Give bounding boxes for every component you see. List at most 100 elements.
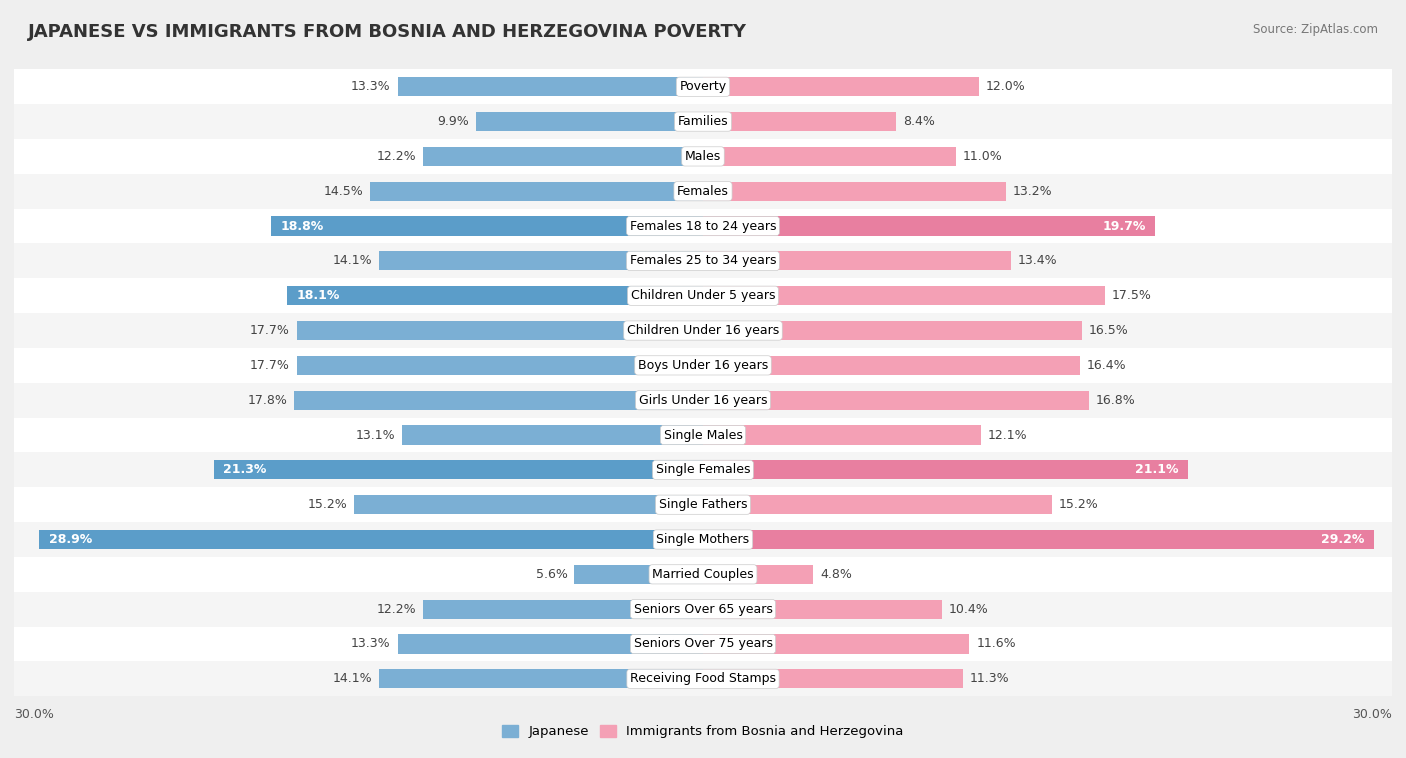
Bar [14,104,1392,139]
Bar [297,321,703,340]
Text: 14.5%: 14.5% [323,185,363,198]
Text: 14.1%: 14.1% [333,255,373,268]
Text: Children Under 5 years: Children Under 5 years [631,290,775,302]
Bar [703,530,1374,549]
Text: Children Under 16 years: Children Under 16 years [627,324,779,337]
Bar [703,495,1052,514]
Bar [297,356,703,375]
Text: Seniors Over 65 years: Seniors Over 65 years [634,603,772,615]
Text: 17.8%: 17.8% [247,393,287,407]
Bar [14,243,1392,278]
Text: 17.7%: 17.7% [250,359,290,372]
Text: Single Mothers: Single Mothers [657,533,749,546]
Bar [287,286,703,305]
Bar [703,77,979,96]
Bar [14,208,1392,243]
Text: 16.5%: 16.5% [1088,324,1129,337]
Bar [703,147,956,166]
Text: 12.0%: 12.0% [986,80,1025,93]
Text: 21.3%: 21.3% [224,463,266,476]
Text: 15.2%: 15.2% [1059,498,1098,511]
Bar [354,495,703,514]
Text: JAPANESE VS IMMIGRANTS FROM BOSNIA AND HERZEGOVINA POVERTY: JAPANESE VS IMMIGRANTS FROM BOSNIA AND H… [28,23,747,41]
Bar [214,460,703,480]
Bar [703,425,981,445]
Text: 13.4%: 13.4% [1018,255,1057,268]
Bar [703,565,813,584]
Text: 15.2%: 15.2% [308,498,347,511]
Text: Girls Under 16 years: Girls Under 16 years [638,393,768,407]
Text: 18.8%: 18.8% [280,220,323,233]
Text: Receiving Food Stamps: Receiving Food Stamps [630,672,776,685]
Text: 13.3%: 13.3% [352,80,391,93]
Bar [14,487,1392,522]
Bar [14,383,1392,418]
Bar [14,557,1392,592]
Bar [380,252,703,271]
Bar [14,453,1392,487]
Bar [14,139,1392,174]
Bar [14,522,1392,557]
Text: 12.2%: 12.2% [377,150,416,163]
Text: 11.3%: 11.3% [969,672,1010,685]
Bar [703,390,1088,410]
Text: 18.1%: 18.1% [297,290,340,302]
Text: 17.5%: 17.5% [1112,290,1152,302]
Bar [14,348,1392,383]
Bar [475,112,703,131]
Text: 8.4%: 8.4% [903,115,935,128]
Text: 5.6%: 5.6% [536,568,568,581]
Legend: Japanese, Immigrants from Bosnia and Herzegovina: Japanese, Immigrants from Bosnia and Her… [498,719,908,744]
Text: Females 25 to 34 years: Females 25 to 34 years [630,255,776,268]
Text: 12.2%: 12.2% [377,603,416,615]
Text: 12.1%: 12.1% [988,428,1028,441]
Bar [14,313,1392,348]
Bar [703,356,1080,375]
Text: Single Females: Single Females [655,463,751,476]
Text: 16.8%: 16.8% [1095,393,1136,407]
Bar [39,530,703,549]
Bar [14,174,1392,208]
Bar [703,286,1105,305]
Bar [703,252,1011,271]
Bar [423,600,703,619]
Text: 9.9%: 9.9% [437,115,468,128]
Bar [14,592,1392,627]
Text: 29.2%: 29.2% [1322,533,1364,546]
Text: 11.6%: 11.6% [976,637,1017,650]
Text: Boys Under 16 years: Boys Under 16 years [638,359,768,372]
Bar [703,182,1007,201]
Bar [703,321,1083,340]
Text: Females 18 to 24 years: Females 18 to 24 years [630,220,776,233]
Bar [703,634,969,653]
Bar [294,390,703,410]
Text: 13.3%: 13.3% [352,637,391,650]
Text: 13.2%: 13.2% [1012,185,1053,198]
Text: 4.8%: 4.8% [820,568,852,581]
Bar [14,278,1392,313]
Text: 13.1%: 13.1% [356,428,395,441]
Text: 28.9%: 28.9% [48,533,91,546]
Text: 19.7%: 19.7% [1102,220,1146,233]
Text: 30.0%: 30.0% [14,709,53,722]
Bar [398,77,703,96]
Text: Males: Males [685,150,721,163]
Bar [703,217,1156,236]
Bar [575,565,703,584]
Text: Single Fathers: Single Fathers [659,498,747,511]
Bar [703,460,1188,480]
Text: Single Males: Single Males [664,428,742,441]
Text: 30.0%: 30.0% [1353,709,1392,722]
Bar [398,634,703,653]
Text: Seniors Over 75 years: Seniors Over 75 years [634,637,772,650]
Bar [402,425,703,445]
Bar [703,112,896,131]
Text: Married Couples: Married Couples [652,568,754,581]
Text: Females: Females [678,185,728,198]
Text: Families: Families [678,115,728,128]
Bar [271,217,703,236]
Bar [14,662,1392,697]
Bar [703,669,963,688]
Bar [380,669,703,688]
Bar [14,418,1392,453]
